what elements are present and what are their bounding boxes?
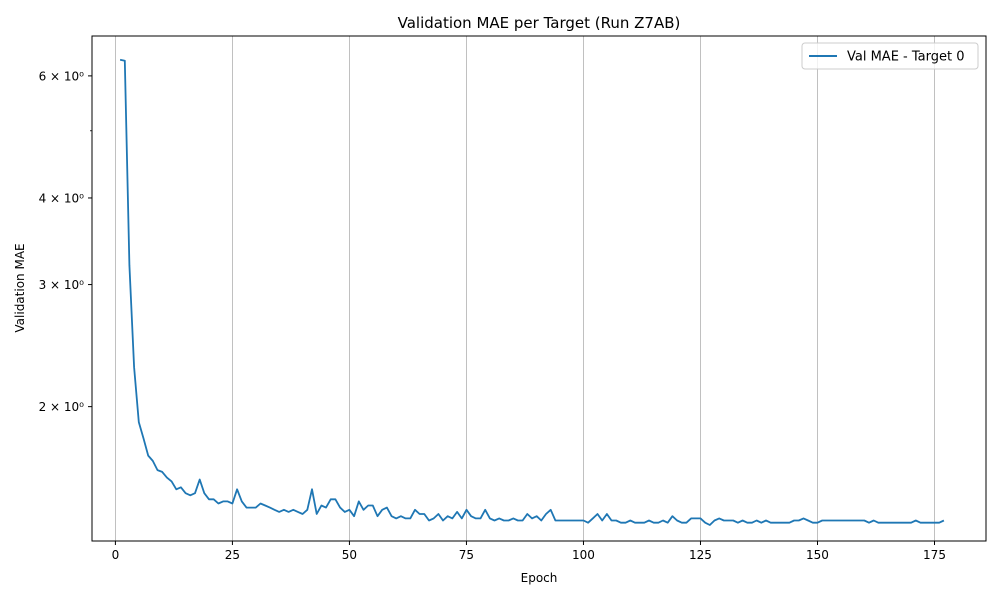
- plot-area-frame: [91, 35, 987, 542]
- x-tick-label: 50: [342, 548, 357, 562]
- legend: Val MAE - Target 0: [801, 42, 979, 70]
- legend-box: [801, 42, 979, 70]
- x-tick-label: 75: [459, 548, 474, 562]
- y-axis-label: Validation MAE: [13, 243, 27, 332]
- y-tick-label: 4 × 10⁰: [39, 191, 85, 205]
- chart-title: Validation MAE per Target (Run Z7AB): [398, 14, 681, 32]
- x-tick-label: 125: [689, 548, 712, 562]
- y-tick-label: 6 × 10⁰: [39, 69, 85, 83]
- x-tick-label: 175: [923, 548, 946, 562]
- x-axis-label: Epoch: [521, 571, 558, 585]
- series-line-target-0: [119, 58, 945, 526]
- x-tick-label: 100: [572, 548, 595, 562]
- x-tick-label: 25: [225, 548, 240, 562]
- y-tick-label: 2 × 10⁰: [39, 400, 85, 414]
- legend-label: Val MAE - Target 0: [847, 50, 965, 65]
- x-tick-label: 0: [112, 548, 120, 562]
- series-layer: [119, 58, 945, 526]
- y-tick-label: 3 × 10⁰: [39, 278, 85, 292]
- x-axis-ticks: 0 25 50 75 100 125 150 175: [112, 541, 946, 562]
- grid-layer: [115, 36, 935, 541]
- y-axis-ticks: 2 × 10⁰ 3 × 10⁰ 4 × 10⁰ 6 × 10⁰: [39, 69, 92, 414]
- x-tick-label: 150: [806, 548, 829, 562]
